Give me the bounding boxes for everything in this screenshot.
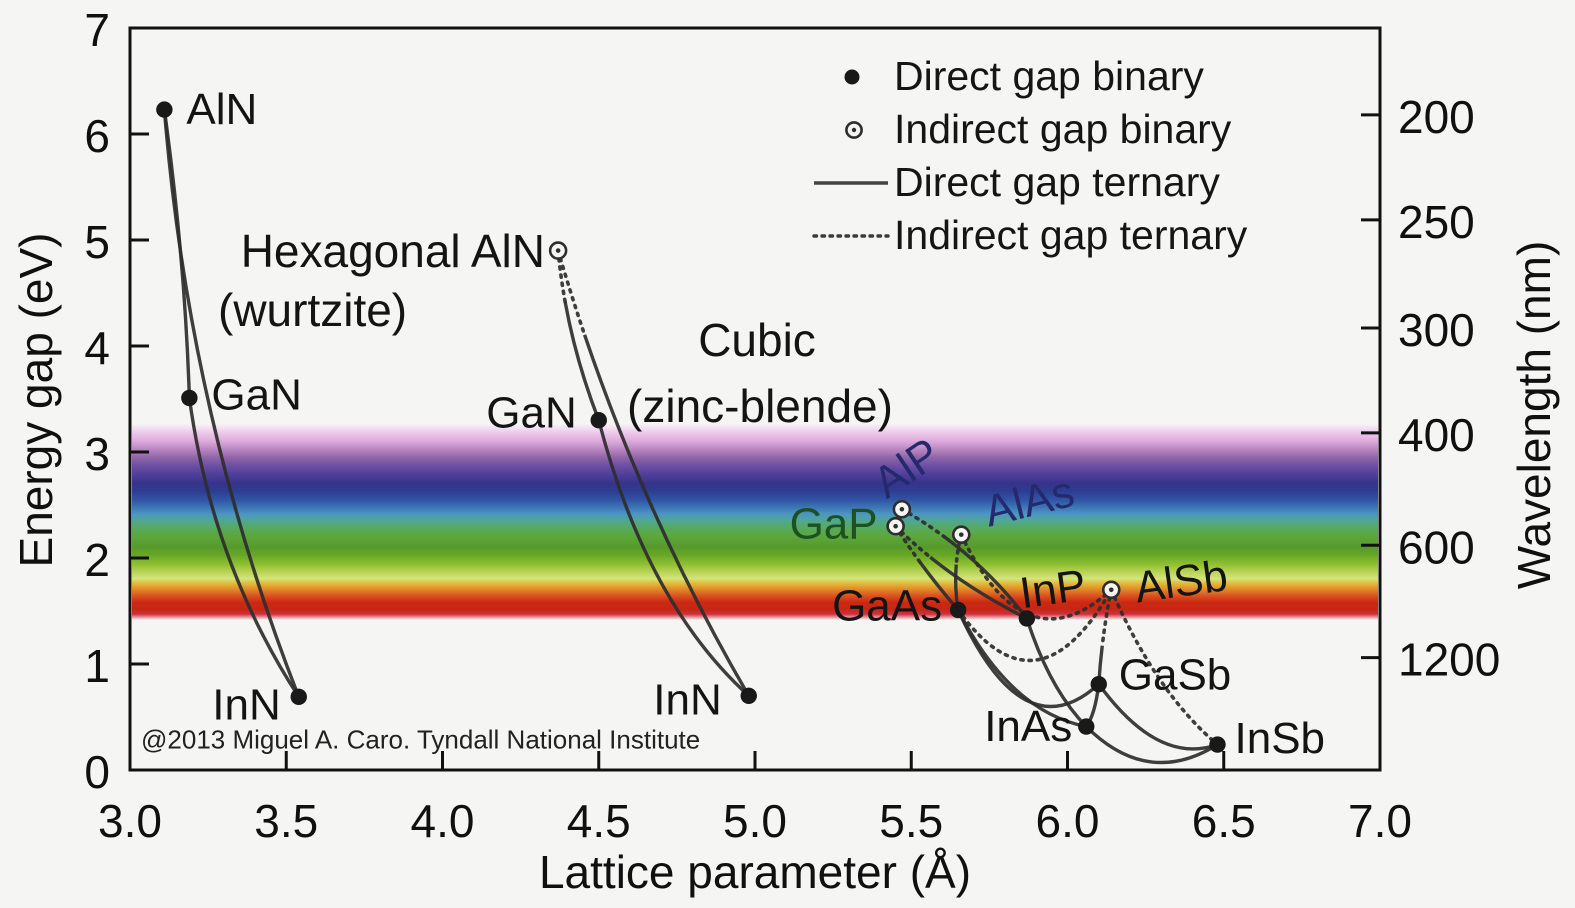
x-tick-label-3.5: 3.5 (254, 795, 318, 847)
y-tick-label-5: 5 (84, 216, 110, 268)
point-InN_h-direct-marker (290, 688, 307, 706)
point-label-AlSb: AlSb (1132, 551, 1231, 612)
legend-label: Indirect gap binary (894, 106, 1232, 152)
point-GaN_h-direct-marker (181, 389, 198, 407)
legend-item-direct-ternary: Direct gap ternary (806, 156, 1247, 209)
x-tick-label-6.5: 6.5 (1192, 795, 1256, 847)
copyright-credit: @2013 Miguel A. Caro. Tyndall National I… (141, 724, 701, 755)
ternary-curve-GaN_h-InN_h-solid (187, 397, 301, 698)
y-axis-title: Energy gap (eV) (10, 232, 62, 568)
point-GaSb-direct-marker (1090, 675, 1107, 693)
hexagonal-region-label: Hexagonal AlN (240, 225, 545, 277)
point-AlP-indirect-marker-dot (899, 506, 905, 512)
point-AlAs-indirect-marker-dot (958, 532, 964, 537)
ternary-curve-AlN_c-InN_c-solid (582, 334, 751, 697)
wavelength-tick-label-400: 400 (1398, 409, 1475, 461)
x-tick-label-7.0: 7.0 (1348, 795, 1412, 847)
ternary-curve-GaSb-InSb-solid (1097, 683, 1219, 751)
solid-line-icon (814, 180, 888, 185)
x-tick-label-5.0: 5.0 (723, 795, 787, 847)
y-tick-label-3: 3 (84, 428, 110, 480)
ternary-curve-AlSb-InSb-dotted (1109, 588, 1220, 747)
ternary-curve-GaP-InP-solid (929, 555, 1028, 620)
open-dot-icon (845, 120, 863, 139)
ternary-curve-AlN_h-InN_h-solid (162, 109, 301, 698)
point-label-InP: InP (1017, 561, 1089, 619)
x-tick-label-4.0: 4.0 (411, 795, 475, 847)
wavelength-tick-label-300: 300 (1398, 304, 1475, 356)
y-tick-label-6: 6 (84, 110, 110, 162)
ternary-curve-InP-InAs-solid (1025, 617, 1088, 728)
visible-spectrum-band (132, 424, 1378, 620)
x-tick-label-5.5: 5.5 (879, 795, 943, 847)
point-label-InSb: InSb (1235, 714, 1326, 763)
wurtzite-label: (wurtzite) (218, 284, 408, 336)
x-tick-label-6.0: 6.0 (1036, 795, 1100, 847)
y2-axis-title: Wavelength (nm) (1508, 240, 1560, 590)
point-InSb-direct-marker (1209, 736, 1226, 753)
wavelength-tick-label-600: 600 (1398, 521, 1475, 573)
ternary-curve-InAs-InSb-solid (1085, 725, 1219, 765)
point-GaAs-direct-marker (949, 601, 967, 619)
point-label-AlAs: AlAs (979, 467, 1079, 536)
point-GaP-indirect-marker-dot (893, 523, 898, 529)
point-AlN_c-indirect-marker-dot (555, 248, 561, 253)
legend-label: Indirect gap ternary (894, 212, 1248, 258)
point-AlSb-indirect-marker-dot (1108, 587, 1114, 593)
plot-frame (128, 26, 1382, 772)
wavelength-tick-label-200: 200 (1398, 91, 1475, 143)
y-tick-label-1: 1 (84, 640, 110, 692)
ternary-curve-GaAs-AlSb-dotted (956, 588, 1114, 663)
wavelength-tick-label-250: 250 (1398, 196, 1475, 248)
point-label-GaP: GaP (790, 500, 878, 549)
ternary-curve-AlN_c-GaN_c-solid (563, 301, 601, 421)
legend-item-indirect-ternary: Indirect gap ternary (806, 209, 1247, 262)
ternary-curve-AlN_c-GaN_c-dotted (556, 248, 567, 304)
point-label-GaAs: GaAs (832, 581, 942, 630)
point-AlN_h-direct-marker (156, 101, 173, 118)
y-tick-label-4: 4 (84, 322, 110, 374)
point-label-AlP: AlP (865, 429, 949, 508)
legend-item-indirect-binary: Indirect gap binary (806, 103, 1247, 156)
point-label-InN_h: InN (212, 680, 280, 729)
point-label-GaN_h: GaN (211, 370, 301, 419)
legend-label: Direct gap ternary (894, 159, 1220, 205)
cubic-region-label: Cubic (698, 314, 816, 366)
y-tick-label-0: 0 (84, 746, 110, 798)
point-GaN_c-direct-marker (590, 412, 607, 429)
zinc-blende-label: (zinc-blende) (627, 380, 893, 432)
wavelength-tick-label-1200: 1200 (1398, 634, 1500, 686)
legend: Direct gap binary Indirect gap binary Di… (806, 50, 1247, 262)
ternary-curve-AlSb-GaSb-dotted (1100, 588, 1114, 648)
x-tick-label-4.5: 4.5 (567, 795, 631, 847)
point-label-GaN_c: GaN (486, 389, 576, 438)
y-tick-label-7: 7 (84, 4, 110, 56)
point-label-AlN_h: AlN (186, 85, 257, 134)
point-InN_c-direct-marker (740, 687, 757, 704)
dotted-line-icon (812, 233, 890, 238)
ternary-curve-GaN_c-InN_c-solid (597, 419, 750, 698)
ternary-curve-AlP-InP-dotted (900, 507, 946, 539)
filled-dot-icon (844, 69, 860, 84)
point-label-InAs: InAs (984, 702, 1072, 751)
ternary-curve-AlP-InP-solid (942, 535, 1029, 620)
point-label-GaSb: GaSb (1119, 651, 1232, 700)
ternary-curve-GaAs-GaSb-solid (956, 609, 1100, 709)
point-label-InN_c: InN (653, 675, 721, 724)
legend-item-direct-binary: Direct gap binary (806, 50, 1247, 103)
legend-label: Direct gap binary (894, 53, 1204, 99)
x-tick-label-3.0: 3.0 (98, 795, 162, 847)
y-tick-label-2: 2 (84, 534, 110, 586)
x-axis-title: Lattice parameter (Å) (538, 846, 972, 898)
point-InP-direct-marker (1018, 610, 1036, 627)
point-InAs-direct-marker (1078, 718, 1095, 735)
